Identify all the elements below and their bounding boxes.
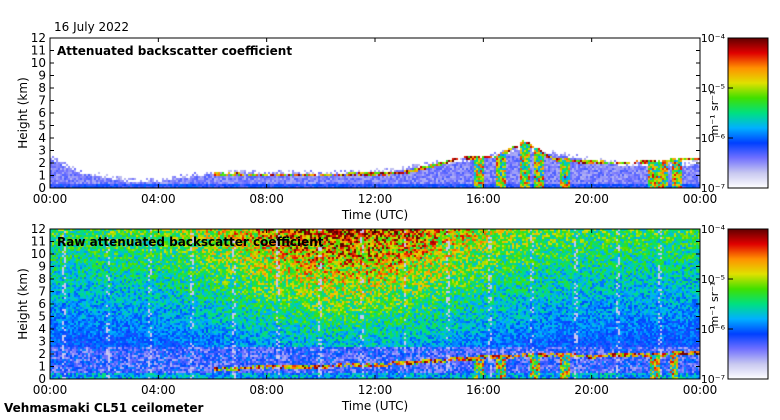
panel-title: Raw attenuated backscatter coefficient xyxy=(57,235,324,249)
x-tick-label: 16:00 xyxy=(466,192,501,206)
x-tick-label: 04:00 xyxy=(141,383,176,397)
y-tick-label: 7 xyxy=(38,94,46,108)
panel-title: Attenuated backscatter coefficient xyxy=(57,44,292,58)
y-tick-label: 12 xyxy=(31,222,46,236)
y-tick-label: 11 xyxy=(31,44,46,58)
backscatter-heatmap xyxy=(50,38,700,188)
y-tick-label: 0 xyxy=(38,181,46,195)
y-tick-label: 1 xyxy=(38,169,46,183)
x-tick-label: 16:00 xyxy=(466,383,501,397)
x-tick-label: 08:00 xyxy=(249,383,284,397)
y-axis-label: Height (km) xyxy=(16,268,30,339)
x-tick-label: 04:00 xyxy=(141,192,176,206)
y-tick-label: 6 xyxy=(38,297,46,311)
backscatter-heatmap xyxy=(50,229,700,379)
y-tick-label: 12 xyxy=(31,31,46,45)
colorbar-tick-label: 10⁻⁵ xyxy=(701,273,725,286)
x-axis-label: Time (UTC) xyxy=(341,208,408,222)
colorbar-tick-label: 10⁻⁵ xyxy=(701,82,725,95)
colorbar-tick-label: 10⁻⁴ xyxy=(701,223,726,236)
x-tick-label: 00:00 xyxy=(33,383,68,397)
x-tick-label: 00:00 xyxy=(33,192,68,206)
y-tick-label: 1 xyxy=(38,360,46,374)
colorbar-tick-label: 10⁻⁶ xyxy=(701,323,726,336)
x-tick-label: 12:00 xyxy=(358,192,393,206)
x-tick-label: 00:00 xyxy=(683,383,718,397)
y-tick-label: 9 xyxy=(38,260,46,274)
x-tick-label: 08:00 xyxy=(249,192,284,206)
x-tick-label: 00:00 xyxy=(683,192,718,206)
y-axis-label: Height (km) xyxy=(16,77,30,148)
colorbar-tick-label: 10⁻⁷ xyxy=(701,373,725,386)
colorbar-units-label: m⁻¹ sr⁻¹ xyxy=(708,282,721,327)
x-tick-label: 20:00 xyxy=(574,192,609,206)
y-tick-label: 11 xyxy=(31,235,46,249)
colorbar-tick-label: 10⁻⁶ xyxy=(701,132,726,145)
y-tick-label: 10 xyxy=(31,56,46,70)
colorbar-tick-label: 10⁻⁷ xyxy=(701,182,725,195)
colorbar xyxy=(727,228,769,380)
x-tick-label: 12:00 xyxy=(358,383,393,397)
y-tick-label: 2 xyxy=(38,156,46,170)
y-tick-label: 3 xyxy=(38,144,46,158)
date-label: 16 July 2022 xyxy=(54,20,130,34)
x-axis-label: Time (UTC) xyxy=(341,399,408,413)
colorbar-units-label: m⁻¹ sr⁻¹ xyxy=(708,91,721,136)
y-tick-label: 10 xyxy=(31,247,46,261)
y-tick-label: 4 xyxy=(38,322,46,336)
y-tick-label: 2 xyxy=(38,347,46,361)
y-tick-label: 5 xyxy=(38,119,46,133)
y-tick-label: 6 xyxy=(38,106,46,120)
y-tick-label: 5 xyxy=(38,310,46,324)
y-tick-label: 7 xyxy=(38,285,46,299)
y-tick-label: 4 xyxy=(38,131,46,145)
y-tick-label: 8 xyxy=(38,272,46,286)
y-tick-label: 3 xyxy=(38,335,46,349)
y-tick-label: 8 xyxy=(38,81,46,95)
colorbar xyxy=(727,37,769,189)
x-tick-label: 20:00 xyxy=(574,383,609,397)
station-label: Vehmasmaki CL51 ceilometer xyxy=(4,401,204,415)
y-tick-label: 9 xyxy=(38,69,46,83)
y-tick-label: 0 xyxy=(38,372,46,386)
colorbar-tick-label: 10⁻⁴ xyxy=(701,32,726,45)
